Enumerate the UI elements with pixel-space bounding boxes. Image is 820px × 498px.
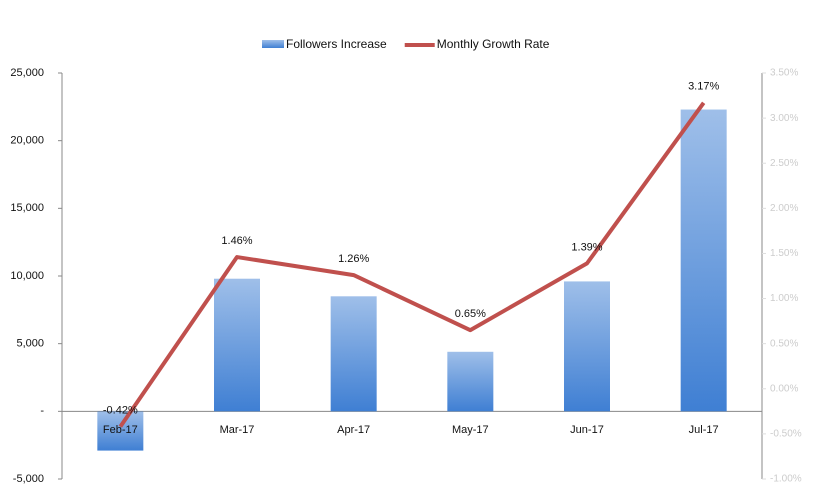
x-tick-label: Jun-17 [570, 424, 604, 436]
y2-tick-label: -0.50% [770, 429, 802, 440]
data-label: 1.26% [338, 253, 369, 265]
data-label: 1.39% [571, 241, 602, 253]
y2-tick-label: 0.00% [770, 383, 798, 394]
data-label: 1.46% [221, 235, 252, 247]
y2-tick-label: 0.50% [770, 338, 798, 349]
legend-label: Monthly Growth Rate [437, 37, 550, 51]
x-tick-label: Apr-17 [337, 424, 370, 436]
y2-tick-label: 2.50% [770, 158, 798, 169]
y-tick-label: 15,000 [10, 202, 44, 214]
y-tick-label: 20,000 [10, 135, 44, 147]
y-tick-label: 10,000 [10, 270, 44, 282]
legend-swatch [262, 40, 284, 48]
x-tick-label: Mar-17 [220, 424, 255, 436]
y2-tick-label: 1.50% [770, 248, 798, 259]
y2-tick-label: 3.00% [770, 113, 798, 124]
data-label: -0.42% [103, 405, 138, 417]
bar [680, 109, 727, 412]
x-tick-label: Jul-17 [689, 424, 719, 436]
x-tick-label: May-17 [452, 424, 489, 436]
y2-tick-label: 2.00% [770, 203, 798, 214]
bar [447, 351, 494, 412]
data-label: 3.17% [688, 81, 719, 93]
x-tick-label: Feb-17 [103, 424, 138, 436]
y-tick-label: 5,000 [16, 338, 44, 350]
y2-tick-label: 3.50% [770, 68, 798, 79]
y-tick-label: -5,000 [13, 473, 44, 485]
y2-tick-label: -1.00% [770, 474, 802, 485]
y-tick-label: 25,000 [10, 67, 44, 79]
bar [564, 281, 610, 412]
bar [330, 296, 377, 412]
data-label: 0.65% [455, 308, 486, 320]
y-tick-label: - [40, 405, 44, 417]
y2-tick-label: 1.00% [770, 293, 798, 304]
bar [214, 278, 260, 412]
line [118, 101, 706, 428]
legend-label: Followers Increase [286, 37, 387, 51]
bar [97, 411, 144, 451]
